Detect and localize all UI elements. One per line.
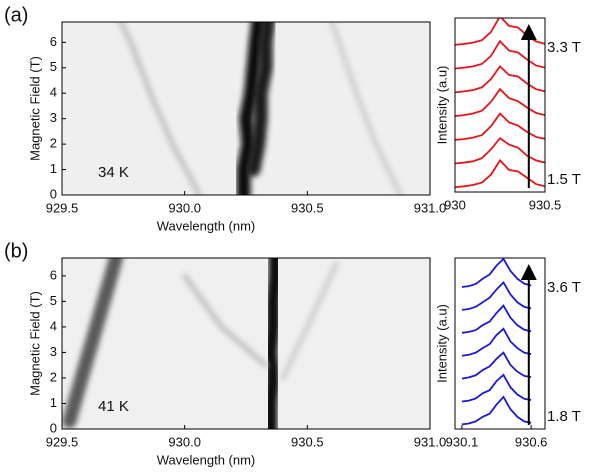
spectrum xyxy=(461,280,532,311)
intensity-band xyxy=(246,22,276,177)
x-tick-label: 931.0 xyxy=(414,434,447,449)
x-tick-label: 930.0 xyxy=(168,434,201,449)
bottom-field-label: 1.8 T xyxy=(547,408,581,425)
y-tick-label: 5 xyxy=(50,293,57,308)
y-tick-label: 1 xyxy=(50,395,57,410)
x-tick-label: 929.5 xyxy=(46,434,79,449)
spectrum xyxy=(461,304,532,334)
intensity-band xyxy=(62,258,123,429)
y-axis-label: Magnetic Field (T) xyxy=(27,291,42,396)
spectrum xyxy=(455,65,545,94)
bottom-field-label: 1.5 T xyxy=(547,171,581,188)
y-tick-label: 4 xyxy=(50,85,57,100)
y-tick-label: 6 xyxy=(50,267,57,282)
top-field-label: 3.3 T xyxy=(547,39,581,56)
intensity-band xyxy=(329,22,404,195)
y-axis-label: Magnetic Field (T) xyxy=(27,56,42,161)
panel-label: (a) xyxy=(4,4,28,26)
y-tick-label: 2 xyxy=(50,136,57,151)
spectrum xyxy=(455,39,545,70)
y-tick-label: 4 xyxy=(50,318,57,333)
y-tick-label: 0 xyxy=(50,420,57,435)
spectrum xyxy=(455,87,545,117)
plot-frame xyxy=(61,21,431,196)
plot-area xyxy=(461,258,532,426)
plot-frame xyxy=(61,257,431,430)
plot-area xyxy=(62,22,430,195)
plot-frame xyxy=(454,17,546,193)
panel-label: (b) xyxy=(4,240,28,262)
spectrum xyxy=(461,373,532,403)
spectrum xyxy=(461,327,532,357)
temperature-label: 34 K xyxy=(98,164,129,181)
intensity-band xyxy=(118,22,202,195)
spectrum xyxy=(455,136,545,165)
spectrum xyxy=(455,158,545,189)
intensity-band xyxy=(182,273,269,368)
y-tick-label: 0 xyxy=(50,186,57,201)
spectrum xyxy=(461,351,532,380)
spectrum xyxy=(461,395,532,426)
y-tick-label: 5 xyxy=(50,59,57,74)
x-tick-label: 930.0 xyxy=(168,200,201,215)
y-tick-label: 2 xyxy=(50,369,57,384)
plot-area xyxy=(455,18,545,189)
x-tick-label: 930.5 xyxy=(291,434,324,449)
intensity-band xyxy=(236,22,266,195)
x-tick-label: 930.6 xyxy=(515,434,548,449)
heatmap-background xyxy=(62,258,430,429)
x-tick-label: 930.1 xyxy=(446,434,479,449)
x-axis-label: Wavelength (nm) xyxy=(157,218,256,233)
x-tick-label: 930 xyxy=(444,197,466,212)
x-tick-label: 930.5 xyxy=(291,200,324,215)
plot-area xyxy=(62,258,430,429)
x-tick-label: 930.5 xyxy=(529,197,562,212)
x-tick-label: 931.0 xyxy=(414,200,447,215)
temperature-label: 41 K xyxy=(98,398,129,415)
y-tick-label: 6 xyxy=(50,34,57,49)
y-axis-label: Intensity (a.u) xyxy=(434,304,449,383)
y-axis-label: Intensity (a.u) xyxy=(434,66,449,145)
intensity-band xyxy=(280,260,340,381)
plot-frame xyxy=(454,257,546,430)
y-tick-label: 3 xyxy=(50,110,57,125)
y-tick-label: 1 xyxy=(50,161,57,176)
x-axis-label: Wavelength (nm) xyxy=(157,452,256,467)
y-tick-label: 3 xyxy=(50,344,57,359)
x-tick-label: 929.5 xyxy=(46,200,79,215)
spectrum xyxy=(455,112,545,141)
spectrum xyxy=(461,258,532,288)
intensity-band xyxy=(263,258,283,429)
top-field-label: 3.6 T xyxy=(547,279,581,296)
